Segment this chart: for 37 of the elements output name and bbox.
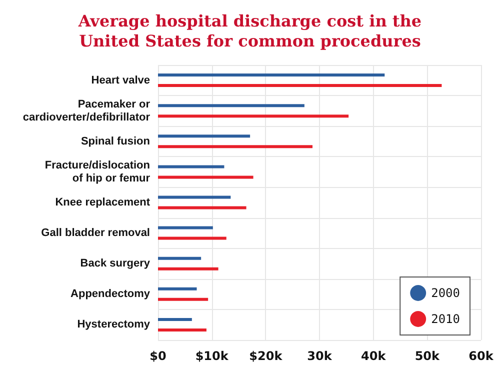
x-tick-label: $10k — [195, 349, 230, 363]
bar — [158, 236, 226, 240]
bar — [158, 287, 197, 290]
x-tick-label: $0 — [150, 349, 166, 363]
bar — [158, 206, 246, 210]
bar — [158, 114, 349, 118]
bar — [158, 318, 192, 321]
bar — [158, 176, 254, 179]
y-tick-label: Hysterectomy — [77, 318, 151, 331]
chart-title: Average hospital discharge cost in the United States for common procedures — [77, 12, 422, 50]
y-tick-label: Knee replacement — [55, 196, 150, 208]
y-tick-label: Gall bladder removal — [41, 227, 150, 240]
bar — [158, 84, 442, 88]
x-tick-label: 40k — [360, 349, 387, 363]
y-tick-label: Pacemaker or cardioverter/defibrillator — [22, 98, 151, 124]
y-tick-label: Heart valve — [91, 74, 150, 86]
y-tick-label: Back surgery — [80, 258, 151, 270]
bar — [158, 74, 385, 77]
bar — [158, 298, 208, 301]
legend-label: 2010 — [431, 312, 460, 326]
bar — [158, 256, 202, 260]
bar — [158, 134, 250, 138]
y-tick-label: Spinal fusion — [80, 135, 150, 148]
legend-label: 2000 — [431, 286, 460, 300]
x-tick-label: $20k — [249, 349, 284, 363]
x-tick-label: 30k — [307, 349, 333, 363]
bar — [158, 226, 213, 230]
bar — [158, 104, 304, 108]
y-tick-label: Appendectomy — [70, 288, 151, 300]
bar — [158, 196, 231, 199]
y-tick-label: Fracture/dislocation of hip or femur — [44, 159, 151, 184]
bar — [158, 165, 224, 168]
x-tick-label: 60k — [468, 349, 494, 363]
bar — [158, 145, 312, 148]
bar — [158, 328, 206, 332]
x-tick-label: 50k — [414, 349, 441, 363]
bar — [158, 267, 218, 270]
